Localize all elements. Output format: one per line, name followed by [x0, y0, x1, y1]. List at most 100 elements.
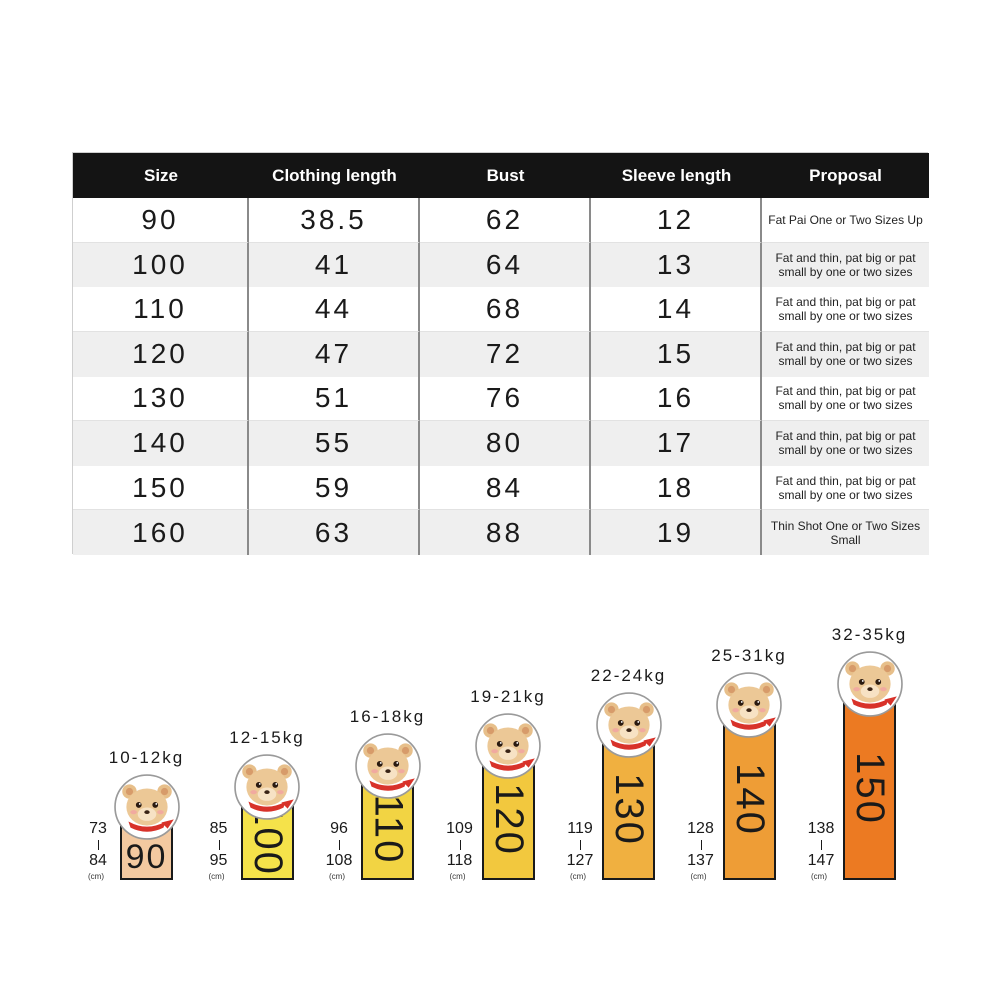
- cell-sleeve-length: 19: [591, 510, 762, 555]
- height-max-label: 147: [807, 852, 835, 869]
- size-pillar: 120: [481, 758, 535, 880]
- weight-label: 10-12kg: [108, 748, 185, 767]
- cell-proposal: Fat and thin, pat big or pat small by on…: [762, 421, 929, 466]
- bear-head-icon: [354, 732, 421, 799]
- header-bust: Bust: [420, 153, 591, 198]
- height-min-label: 119: [567, 820, 593, 837]
- size-pillar: 100: [240, 799, 294, 880]
- weight-label: 19-21kg: [470, 686, 546, 706]
- height-range-dash: [459, 840, 461, 850]
- height-min-label: 109: [446, 820, 473, 837]
- height-unit-label: (cm): [449, 872, 466, 881]
- cell-bust: 88: [420, 510, 591, 555]
- cell-clothing-length: 47: [249, 331, 420, 377]
- height-range-dash: [821, 840, 822, 850]
- height-unit-label: (cm): [329, 872, 345, 881]
- pillar-size-label: 150: [848, 752, 892, 825]
- header-sleeve-length: Sleeve length: [591, 153, 762, 198]
- cell-sleeve-length: 14: [591, 287, 762, 332]
- cell-bust: 72: [420, 331, 591, 377]
- cell-size: 120: [73, 331, 249, 377]
- bear-head-icon: [113, 774, 180, 840]
- cell-proposal: Fat and thin, pat big or pat small by on…: [762, 465, 929, 511]
- height-min-label: 96: [330, 820, 348, 837]
- weight-label: 12-15kg: [229, 727, 305, 747]
- cell-size: 150: [73, 465, 249, 511]
- height-range-dash: [580, 840, 581, 850]
- cell-sleeve-length: 15: [591, 331, 762, 377]
- size-pillar: 130: [602, 738, 655, 880]
- cell-clothing-length: 59: [249, 465, 420, 511]
- height-unit-label: (cm): [690, 872, 707, 881]
- height-unit-label: (cm): [570, 872, 586, 881]
- height-range-dash: [218, 840, 220, 850]
- cell-size: 100: [73, 242, 249, 288]
- height-unit-label: (cm): [811, 872, 827, 881]
- cell-size: 110: [73, 287, 249, 332]
- cell-clothing-length: 55: [249, 421, 420, 466]
- bear-head-icon: [716, 672, 782, 739]
- height-min-label: 85: [209, 820, 228, 837]
- height-max-label: 127: [566, 852, 594, 869]
- size-table: Size Clothing length Bust Sleeve length Prop…: [72, 152, 929, 555]
- height-range-dash: [98, 840, 99, 850]
- height-range-dash: [339, 840, 340, 850]
- cell-sleeve-length: 12: [591, 198, 762, 243]
- bear-head-icon: [234, 754, 300, 820]
- height-range-dash: [700, 840, 702, 850]
- size-pillar: 90: [120, 820, 173, 880]
- cell-sleeve-length: 18: [591, 465, 762, 511]
- height-max-label: 95: [209, 852, 228, 869]
- height-unit-label: (cm): [208, 872, 225, 881]
- pillar-size-label: 120: [486, 782, 531, 856]
- cell-proposal: Thin Shot One or Two Sizes Small: [762, 510, 929, 555]
- header-size: Size: [73, 153, 249, 198]
- weight-label: 25-31kg: [711, 646, 787, 666]
- height-min-label: 73: [89, 820, 107, 837]
- cell-bust: 76: [420, 376, 591, 422]
- bear-head-icon: [475, 712, 541, 779]
- pillar-size-label: 140: [727, 762, 772, 836]
- cell-bust: 64: [420, 242, 591, 288]
- cell-proposal: Fat and thin, pat big or pat small by on…: [762, 376, 929, 422]
- cell-proposal: Fat and thin, pat big or pat small by on…: [762, 287, 929, 332]
- cell-bust: 62: [420, 198, 591, 243]
- cell-proposal: Fat and thin, pat big or pat small by on…: [762, 331, 929, 377]
- pillar-size-label: 90: [125, 837, 168, 876]
- height-min-label: 138: [807, 820, 835, 837]
- weight-label: 16-18kg: [349, 706, 426, 726]
- size-pillar: 150: [843, 697, 896, 880]
- pillar-size-label: 130: [607, 772, 651, 846]
- height-min-label: 128: [687, 820, 714, 837]
- header-clothing-length: Clothing length: [249, 153, 420, 198]
- height-max-label: 118: [446, 852, 473, 869]
- cell-size: 140: [73, 421, 249, 466]
- cell-size: 160: [73, 510, 249, 555]
- cell-sleeve-length: 13: [591, 242, 762, 288]
- height-unit-label: (cm): [88, 872, 104, 881]
- size-pillar: 110: [361, 778, 414, 880]
- bear-head-icon: [595, 692, 662, 759]
- cell-proposal: Fat Pai One or Two Sizes Up: [762, 198, 929, 243]
- cell-size: 130: [73, 376, 249, 422]
- cell-sleeve-length: 17: [591, 421, 762, 466]
- cell-size: 90: [73, 198, 249, 243]
- cell-clothing-length: 38.5: [249, 198, 420, 243]
- cell-sleeve-length: 16: [591, 376, 762, 422]
- cell-bust: 68: [420, 287, 591, 332]
- size-pillar: 140: [722, 718, 776, 880]
- height-max-label: 84: [89, 852, 107, 869]
- cell-clothing-length: 44: [249, 287, 420, 332]
- pillar-size-label: 110: [366, 794, 410, 865]
- cell-proposal: Fat and thin, pat big or pat small by on…: [762, 242, 929, 288]
- pillar-size-label: 100: [245, 803, 290, 877]
- cell-bust: 80: [420, 421, 591, 466]
- weight-label: 32-35kg: [831, 625, 908, 644]
- weight-label: 22-24kg: [590, 666, 667, 686]
- cell-clothing-length: 63: [249, 510, 420, 555]
- header-proposal: Proposal: [762, 153, 929, 198]
- cell-clothing-length: 51: [249, 376, 420, 422]
- height-max-label: 108: [325, 852, 353, 869]
- cell-bust: 84: [420, 465, 591, 511]
- height-max-label: 137: [687, 852, 714, 869]
